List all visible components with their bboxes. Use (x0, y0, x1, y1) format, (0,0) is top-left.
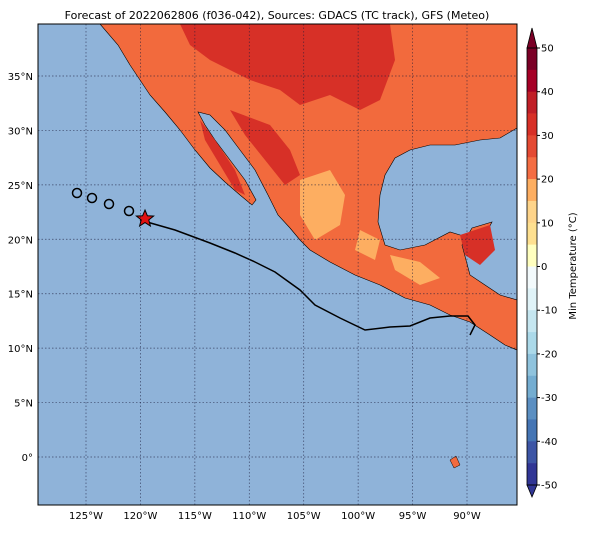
past-positions (71, 187, 135, 217)
colorbar-segment (527, 244, 537, 267)
colorbar-segment (527, 288, 537, 311)
colorbar-tick-label: -50 (541, 481, 557, 492)
colorbar-label: Min Temperature (°C) (568, 212, 579, 319)
colorbar-segment (527, 397, 537, 420)
map-frame (37, 23, 518, 506)
colorbar-tick-label: 50 (541, 44, 554, 55)
lat-tick-label: 20°N (8, 235, 33, 246)
colorbar-segment (527, 266, 537, 289)
colorbar-tick-label: -40 (541, 437, 557, 448)
colorbar-segment (527, 135, 537, 158)
colorbar-segment (527, 179, 537, 202)
lat-tick-label: 0° (22, 453, 33, 464)
lon-tick-label: 100°W (341, 511, 375, 522)
lat-tick-label: 25°N (8, 181, 33, 192)
lon-tick-label: 120°W (123, 511, 157, 522)
land-hot (200, 120, 245, 195)
colorbar-tick-label: -20 (541, 349, 557, 360)
graticule (38, 24, 517, 505)
colorbar-segment (527, 332, 537, 355)
track-point (86, 192, 98, 204)
colorbar-segment (527, 375, 537, 398)
land-cool (300, 170, 345, 240)
colorbar-segment (527, 91, 537, 114)
colorbar: 50 40 30 20 10 0 -10 -20 -30 -40 -50 (526, 27, 557, 499)
colorbar-extend-top (526, 27, 538, 49)
colorbar-tick-label: 0 (541, 262, 547, 273)
storm-track (139, 219, 476, 336)
colorbar-tick-label: -10 (541, 306, 557, 317)
lat-tick-label: 15°N (8, 290, 33, 301)
colorbar-segment (527, 69, 537, 92)
colorbar-segment (527, 441, 537, 464)
map-title: Forecast of 2022062806 (f036-042), Sourc… (65, 9, 490, 22)
lat-tick-label: 30°N (8, 126, 33, 137)
colorbar-extend-bottom (526, 484, 538, 499)
land-cool (355, 230, 380, 260)
lat-tick-label: 35°N (8, 72, 33, 83)
island (449, 455, 461, 469)
track-point (123, 205, 135, 217)
land-hot (230, 110, 300, 185)
track-point (103, 198, 115, 210)
colorbar-tick-label: 10 (541, 218, 554, 229)
land-hot (460, 225, 495, 265)
lon-tick-label: 90°W (453, 511, 481, 522)
colorbar-segment (527, 310, 537, 333)
colorbar-segment (527, 113, 537, 136)
map-area (38, 24, 517, 505)
colorbar-tick-label: 20 (541, 175, 554, 186)
colorbar-segment (527, 463, 537, 486)
colorbar-segment (527, 222, 537, 245)
land-cool (390, 255, 440, 285)
colorbar-segment (527, 353, 537, 377)
colorbar-segment (527, 200, 537, 224)
lat-tick-label: 10°N (8, 344, 33, 355)
track-point (71, 187, 83, 199)
colorbar-segment (527, 419, 537, 442)
colorbar-tick-label: 30 (541, 131, 554, 142)
colorbar-tick-label: 40 (541, 87, 554, 98)
lon-tick-label: 110°W (232, 511, 266, 522)
lon-tick-label: 105°W (287, 511, 321, 522)
lon-tick-label: 115°W (178, 511, 212, 522)
colorbar-segment (527, 48, 537, 71)
colorbar-segment (527, 157, 537, 180)
lat-tick-label: 5°N (14, 399, 33, 410)
storm-position (135, 208, 155, 228)
colorbar-tick-label: -30 (541, 393, 557, 404)
lon-tick-label: 125°W (69, 511, 103, 522)
lon-tick-label: 95°W (399, 511, 427, 522)
land-hot (180, 24, 395, 110)
